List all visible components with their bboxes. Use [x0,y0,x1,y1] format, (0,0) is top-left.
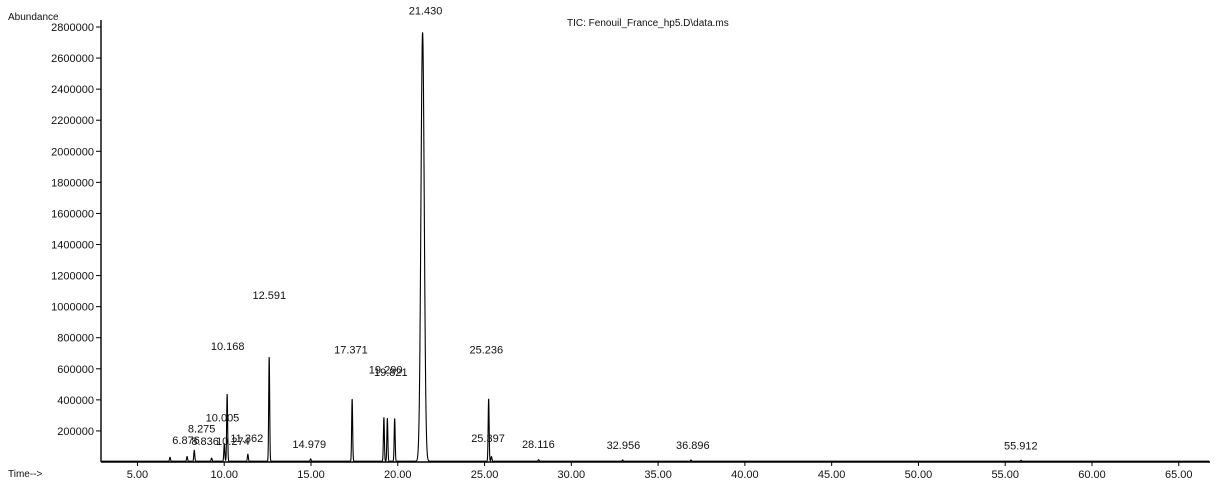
x-tick-label: 55.00 [991,469,1019,481]
chart-title: TIC: Fenouil_France_hp5.D\data.ms [567,18,729,29]
peak-label: 25.397 [471,433,505,445]
peak-label: 25.236 [469,344,503,356]
x-tick-label: 5.00 [127,469,148,481]
y-tick-label: 1000000 [51,302,94,314]
y-tick-label: 600000 [57,364,94,376]
x-tick-label: 30.00 [558,469,586,481]
peak-label: 6.876 [172,435,200,447]
peak-label: 8.836 [191,436,219,448]
y-tick-label: 2400000 [51,84,94,96]
peak-label: 28.116 [522,439,555,451]
x-tick-label: 45.00 [818,469,846,481]
x-tick-label: 65.00 [1165,469,1193,481]
peak-label: 8.275 [188,423,216,435]
peak-label: 11.362 [230,433,263,445]
y-tick-label: 400000 [57,395,94,407]
y-tick-label: 1400000 [51,240,94,252]
y-tick-label: 800000 [57,333,94,345]
y-tick-label: 200000 [57,426,94,438]
x-axis-ticks: 5.00 10.00 15.00 20.00 25.00 30.00 35.00 40.00 4… [127,462,1193,481]
x-tick-label: 40.00 [731,469,759,481]
peak-label: 19.290 [369,364,403,376]
y-tick-label: 1200000 [51,271,94,283]
peak-label: 17.371 [334,344,368,356]
peak-label: 10.005 [206,413,240,425]
y-tick-label: 2800000 [51,22,94,34]
peak-label: 12.591 [253,290,287,302]
y-axis-ticks: 200000 400000 600000 800000 1000000 1200000 14… [51,22,101,438]
x-axis-title: Time--> [8,469,43,480]
y-tick-label: 2600000 [51,53,94,65]
peak-label: 55.912 [1004,441,1038,453]
peak-label: 36.896 [676,440,710,452]
x-tick-label: 10.00 [210,469,238,481]
x-tick-label: 20.00 [384,469,412,481]
y-tick-label: 2000000 [51,146,94,158]
y-tick-label: 2200000 [51,115,94,127]
peak-label: 19.821 [374,367,408,379]
peak-label: 21.430 [409,6,443,18]
peak-label: 10.168 [211,341,245,353]
x-tick-label: 50.00 [905,469,933,481]
x-tick-label: 15.00 [297,469,325,481]
x-tick-label: 60.00 [1078,469,1106,481]
peak-label: 10.274 [216,436,250,448]
y-tick-label: 1800000 [51,177,94,189]
x-tick-label: 25.00 [471,469,499,481]
tic-trace [101,32,1210,462]
x-tick-label: 35.00 [644,469,672,481]
y-tick-label: 1600000 [51,208,94,220]
peak-label: 14.979 [292,439,326,451]
peak-label: 32.956 [607,440,641,452]
y-axis-title: Abundance [8,12,59,23]
